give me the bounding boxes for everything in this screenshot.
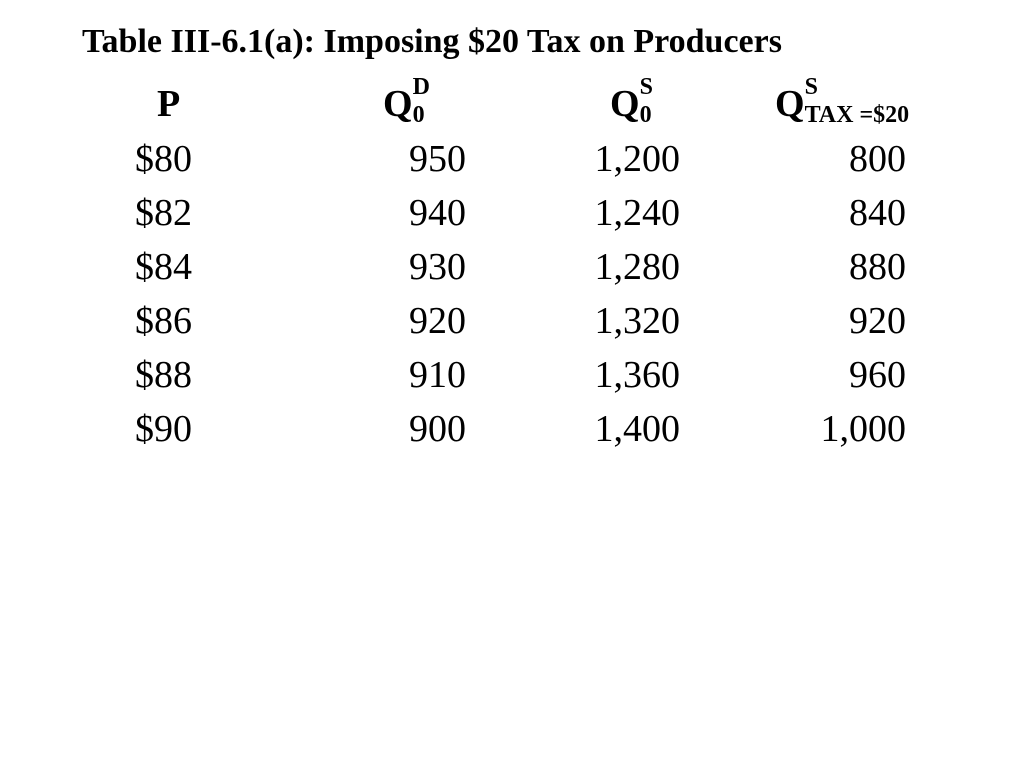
header-qd-superscript: D xyxy=(412,74,430,100)
quantity-demanded-cell: 930 xyxy=(409,246,466,288)
header-qs-symbol: Q xyxy=(610,83,640,125)
header-qs-superscript: S xyxy=(639,74,653,100)
table-row: $86 920 1,320 920 xyxy=(0,299,1024,353)
header-qtax-superscript: S xyxy=(804,74,818,100)
quantity-supplied-cell: 1,280 xyxy=(594,246,681,288)
quantity-demanded-cell: 900 xyxy=(409,408,466,450)
quantity-demanded-cell: 920 xyxy=(409,300,466,342)
quantity-supplied-tax-cell: 840 xyxy=(849,192,906,234)
quantity-supplied-tax-cell: 880 xyxy=(849,246,906,288)
quantity-demanded-cell: 940 xyxy=(409,192,466,234)
table-row: $82 940 1,240 840 xyxy=(0,191,1024,245)
header-qd-subscript: 0 xyxy=(412,102,425,128)
quantity-supplied-tax-cell: 920 xyxy=(849,300,906,342)
table-body: $80 950 1,200 800 $82 940 1,240 840 $84 … xyxy=(0,137,1024,461)
price-cell: $80 xyxy=(135,138,192,180)
table-row: $80 950 1,200 800 xyxy=(0,137,1024,191)
price-cell: $88 xyxy=(135,354,192,396)
price-cell: $84 xyxy=(135,246,192,288)
header-qs-subscript: 0 xyxy=(639,102,652,128)
quantity-supplied-cell: 1,400 xyxy=(594,408,681,450)
header-quantity-supplied-tax: Q S TAX =$20 xyxy=(775,74,955,128)
header-qtax-symbol: Q xyxy=(775,83,805,125)
quantity-supplied-cell: 1,240 xyxy=(594,192,681,234)
quantity-supplied-tax-cell: 800 xyxy=(849,138,906,180)
quantity-demanded-cell: 910 xyxy=(409,354,466,396)
quantity-demanded-cell: 950 xyxy=(409,138,466,180)
quantity-supplied-cell: 1,360 xyxy=(594,354,681,396)
quantity-supplied-tax-cell: 1,000 xyxy=(820,408,907,450)
table-row: $88 910 1,360 960 xyxy=(0,353,1024,407)
table-title: Table III-6.1(a): Imposing $20 Tax on Pr… xyxy=(82,23,782,60)
header-price-label: P xyxy=(157,83,181,125)
price-cell: $86 xyxy=(135,300,192,342)
header-qd-symbol: Q xyxy=(383,83,413,125)
header-price: P xyxy=(157,82,180,128)
quantity-supplied-cell: 1,320 xyxy=(594,300,681,342)
quantity-supplied-cell: 1,200 xyxy=(594,138,681,180)
quantity-supplied-tax-cell: 960 xyxy=(849,354,906,396)
table-row: $90 900 1,400 1,000 xyxy=(0,407,1024,461)
header-qtax-subscript: TAX =$20 xyxy=(804,102,910,128)
price-cell: $90 xyxy=(135,408,192,450)
table-row: $84 930 1,280 880 xyxy=(0,245,1024,299)
price-cell: $82 xyxy=(135,192,192,234)
